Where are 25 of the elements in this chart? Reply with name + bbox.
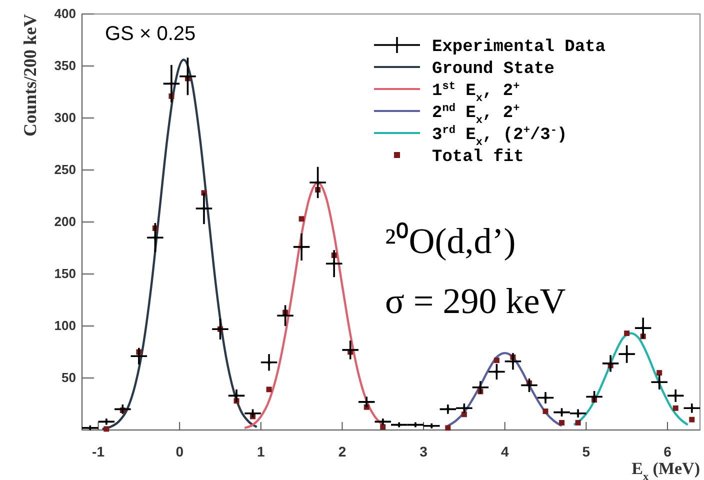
x-tick-label: 5 — [582, 443, 590, 460]
x-axis-title: E$_{x}$ (MeV) — [632, 459, 700, 480]
legend-label: Experimental Data — [432, 38, 606, 57]
annotation: GS × 0.25 — [105, 23, 196, 45]
y-axis-title: Counts/200 keV — [20, 14, 40, 137]
x-tick-label: 4 — [500, 443, 509, 460]
annotation: σ = 290 keV — [385, 281, 566, 321]
text: 3$^{rd}$ E$_{x}$, (2$^{+}$/3$^{-}$) — [432, 125, 568, 149]
y-tick-label: 50 — [62, 370, 76, 386]
y-tick-label: 250 — [54, 162, 76, 178]
x-tick-label: 6 — [664, 443, 672, 460]
annotation: ²⁰O(d,d’) — [385, 221, 516, 261]
y-tick-label: 300 — [54, 110, 76, 126]
y-tick-label: 150 — [54, 266, 76, 282]
y-tick-label: 400 — [54, 6, 76, 22]
x-tick-label: 0 — [176, 443, 184, 460]
x-tick-label: 2 — [338, 443, 346, 460]
x-tick-label: 3 — [420, 443, 428, 460]
y-tick-label: 200 — [54, 214, 76, 230]
legend-label: Ground State — [432, 60, 554, 79]
y-tick-label: 100 — [54, 318, 76, 334]
y-tick-label: 350 — [54, 58, 76, 74]
x-tick-label: 1 — [256, 443, 265, 460]
x-tick-label: -1 — [92, 443, 105, 460]
legend-label: Total fit — [432, 148, 524, 167]
